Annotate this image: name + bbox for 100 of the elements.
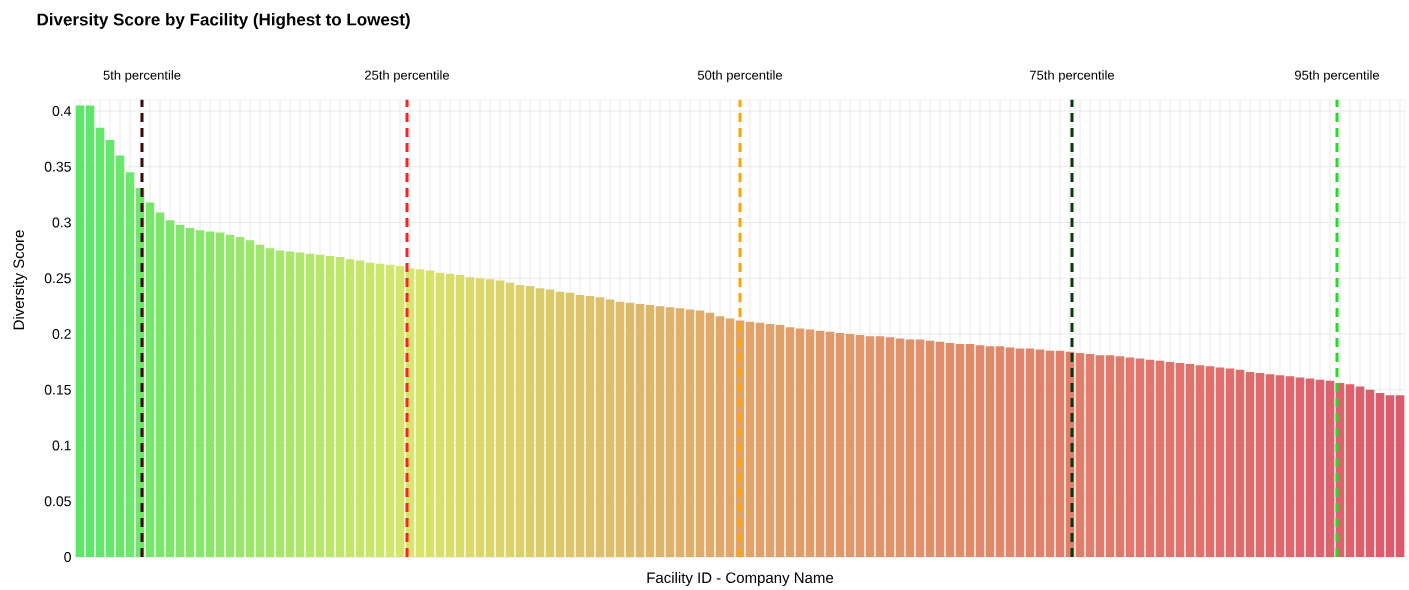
bar [175,224,185,557]
bar [425,270,435,557]
bar [985,346,995,557]
bar [225,234,235,557]
bar [105,139,115,557]
bar [265,248,275,557]
bar [1395,395,1405,557]
bar [685,309,695,557]
bar [865,336,875,557]
bar [785,327,795,557]
text: 25th percentile [365,70,450,83]
bar [665,307,675,557]
bar [485,279,495,557]
bar [75,105,85,557]
bar [1175,362,1185,557]
bar [925,340,935,557]
bar [305,253,315,557]
bar [1365,389,1375,557]
bar [1315,379,1325,557]
y-tick-label: 0.35 [44,161,71,172]
bar [1135,358,1145,557]
bar [465,277,475,557]
bar [595,297,605,557]
bar [1045,350,1055,557]
bar [555,291,565,557]
bar [1025,348,1035,557]
bar [605,299,615,557]
bar [855,335,865,557]
bar [565,292,575,557]
bar [725,318,735,557]
bar [795,328,805,557]
text: 50th percentile [697,70,783,83]
bar [325,255,335,557]
bar [645,305,655,557]
bar [145,202,155,557]
bar [195,230,205,557]
bar [715,316,725,557]
bar [335,257,345,557]
bar [315,254,325,557]
bar [835,332,845,557]
bar [125,172,135,557]
bar [1375,393,1385,557]
bar [675,308,685,557]
bar [845,334,855,557]
bar [415,269,425,557]
bar [95,127,105,557]
bar [535,288,545,557]
bar [905,339,915,557]
y-tick-label: 0.15 [44,384,71,395]
bar [655,306,665,557]
bar [875,336,885,557]
bar [1005,347,1015,557]
y-tick-label: 0.25 [44,273,71,284]
bar [1075,352,1085,557]
bar [755,322,765,557]
bar [285,251,295,557]
bar [1265,374,1275,557]
bar [975,345,985,557]
bar [1195,365,1205,557]
bar [1355,386,1365,557]
bar [955,344,965,557]
bar [625,302,635,557]
bar [255,244,265,557]
bar [525,286,535,557]
bar [245,240,255,557]
bar [515,284,525,557]
bar [1275,375,1285,557]
bar [275,250,285,557]
bar [1385,395,1395,557]
bar [805,329,815,557]
bar [1235,369,1245,557]
bar [1205,366,1215,557]
bar [345,259,355,557]
bar [1035,349,1045,557]
bar [1055,350,1065,557]
bar [1085,354,1095,557]
bar [1155,360,1165,557]
bar [395,265,405,557]
bar [85,105,95,557]
bar [575,294,585,557]
y-axis-title: Diversity Score [13,230,27,330]
y-tick-label: 0.1 [52,440,71,451]
bar [705,312,715,557]
bar [1245,371,1255,557]
bar [745,321,755,557]
bar [615,301,625,557]
bar [1325,380,1335,557]
bar [1115,356,1125,557]
bar [965,344,975,557]
bar [1015,348,1025,557]
bar [215,232,225,557]
bar [155,212,165,557]
bar [765,323,775,557]
bar [825,331,835,557]
bar [1165,361,1175,557]
y-tick-label: 0.3 [52,217,71,228]
bar [1215,367,1225,557]
text: 5th percentile [103,70,181,83]
bar [585,296,595,557]
bar [295,252,305,557]
